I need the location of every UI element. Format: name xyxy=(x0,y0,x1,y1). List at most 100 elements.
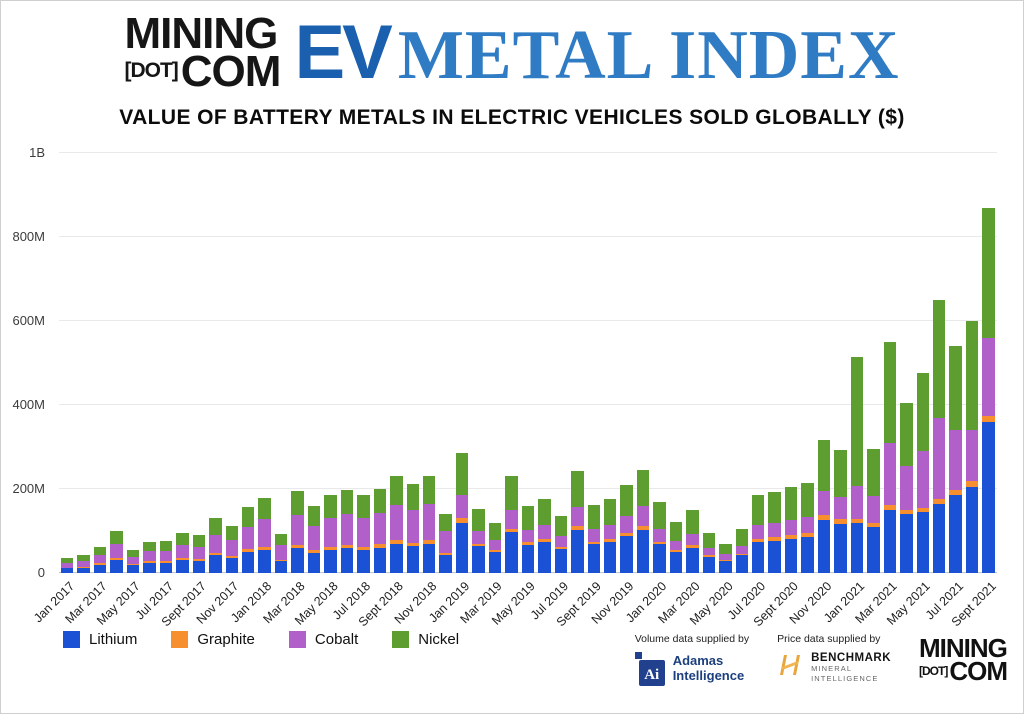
bar-segment-lithium xyxy=(192,560,206,573)
bar-segment-graphite xyxy=(636,525,650,530)
bar-segment-cobalt xyxy=(636,505,650,526)
legend-swatch-nickel xyxy=(392,631,410,648)
bar-jul-2021 xyxy=(949,346,962,573)
bar-sept-2019 xyxy=(587,505,600,573)
bar-segment-nickel xyxy=(455,453,469,496)
bar-segment-cobalt xyxy=(143,550,156,562)
bar-jul-2017 xyxy=(159,541,173,573)
bar-may-2018 xyxy=(324,494,337,573)
legend: Lithium Graphite Cobalt Nickel xyxy=(63,631,459,648)
bar-segment-lithium xyxy=(291,548,304,573)
bar-jan-2021 xyxy=(850,356,864,573)
bar-segment-nickel xyxy=(571,470,584,507)
bar-oct-2018 xyxy=(406,483,419,573)
bar-segment-cobalt xyxy=(439,531,452,553)
bar-feb-2017 xyxy=(77,555,90,573)
bar-segment-nickel xyxy=(472,509,485,532)
bar-segment-lithium xyxy=(521,544,535,573)
bar-segment-lithium xyxy=(77,567,90,573)
bar-segment-lithium xyxy=(455,522,469,573)
bar-segment-cobalt xyxy=(719,554,732,560)
bar-segment-graphite xyxy=(488,549,502,552)
miningcom-logo-dot: [DOT] xyxy=(124,59,178,83)
adamas-name: Adamas Intelligence xyxy=(673,653,745,684)
bar-segment-lithium xyxy=(225,557,238,573)
bar-segment-nickel xyxy=(916,373,930,452)
bar-segment-nickel xyxy=(653,501,666,529)
bar-segment-graphite xyxy=(472,543,485,547)
legend-swatch-lithium xyxy=(63,631,80,648)
bar-may-2017 xyxy=(126,549,140,573)
legend-item-nickel: Nickel xyxy=(392,631,459,648)
bar-segment-lithium xyxy=(143,562,156,573)
bar-segment-cobalt xyxy=(653,528,666,542)
bar-segment-graphite xyxy=(686,545,699,548)
bar-segment-nickel xyxy=(521,505,535,530)
bar-segment-cobalt xyxy=(735,545,749,554)
bar-segment-nickel xyxy=(77,555,90,561)
bar-segment-nickel xyxy=(357,494,370,518)
bar-segment-graphite xyxy=(900,510,913,515)
bar-segment-lithium xyxy=(176,560,189,573)
bar-jul-2018 xyxy=(357,494,370,573)
bar-segment-cobalt xyxy=(883,442,897,505)
bar-sept-2020 xyxy=(784,486,798,573)
legend-item-cobalt: Cobalt xyxy=(288,631,358,648)
bar-segment-lithium xyxy=(488,552,502,573)
miningcom-logo: MINING [DOT] COM xyxy=(124,11,281,93)
bar-segment-nickel xyxy=(225,526,238,541)
bar-segment-nickel xyxy=(176,533,189,546)
bar-segment-cobalt xyxy=(93,554,107,564)
bar-segment-graphite xyxy=(61,567,74,569)
bar-segment-nickel xyxy=(784,486,798,520)
bar-segment-nickel xyxy=(735,529,749,546)
bar-segment-cobalt xyxy=(752,525,765,540)
bar-segment-graphite xyxy=(422,539,436,544)
legend-label-graphite: Graphite xyxy=(197,631,255,648)
y-tick-label: 200M xyxy=(12,481,45,496)
bar-segment-lithium xyxy=(357,549,370,573)
bar-segment-nickel xyxy=(93,546,107,555)
bar-segment-lithium xyxy=(916,512,930,573)
bars xyxy=(59,153,997,573)
bar-segment-nickel xyxy=(307,505,321,526)
bar-segment-graphite xyxy=(554,547,568,550)
bar-segment-nickel xyxy=(291,490,304,515)
bar-segment-lithium xyxy=(817,520,831,573)
bar-segment-graphite xyxy=(126,564,140,566)
bar-segment-lithium xyxy=(834,523,847,573)
bar-segment-graphite xyxy=(439,552,452,556)
bar-segment-nickel xyxy=(390,476,403,505)
miningcom-footer-line1: MINING xyxy=(919,633,1008,663)
bar-segment-lithium xyxy=(603,541,617,573)
bar-segment-lithium xyxy=(949,495,962,573)
bar-jan-2020 xyxy=(653,501,666,573)
bar-segment-nickel xyxy=(982,207,995,338)
bar-segment-graphite xyxy=(225,555,238,558)
bar-segment-cobalt xyxy=(587,528,600,542)
bar-segment-cobalt xyxy=(603,525,617,540)
bar-apr-2021 xyxy=(900,402,913,573)
bar-dec-2018 xyxy=(439,514,452,573)
bar-segment-nickel xyxy=(965,321,979,431)
bar-segment-lithium xyxy=(784,538,798,573)
chart: 1B 800M 600M 400M 200M 0 Jan 2017 Mar 2017 May … xyxy=(1,143,1023,643)
adamas-tick-icon xyxy=(634,652,642,659)
benchmark-name: BENCHMARK MINERAL INTELLIGENCE xyxy=(811,652,891,684)
bar-segment-cobalt xyxy=(472,531,485,544)
bar-segment-cobalt xyxy=(571,506,584,527)
bar-segment-lithium xyxy=(982,421,995,573)
bar-segment-lithium xyxy=(850,523,864,573)
bar-segment-lithium xyxy=(900,514,913,573)
bar-segment-cobalt xyxy=(669,541,683,551)
bar-segment-cobalt xyxy=(126,556,140,565)
bar-segment-nickel xyxy=(801,483,814,517)
bar-jun-2018 xyxy=(340,489,354,573)
bar-apr-2018 xyxy=(307,505,321,573)
bar-segment-cobalt xyxy=(982,337,995,416)
bar-segment-cobalt xyxy=(505,510,518,529)
bar-segment-graphite xyxy=(505,528,518,533)
adamas-icon: Ai xyxy=(634,652,665,686)
bar-feb-2021 xyxy=(867,448,880,573)
bar-segment-nickel xyxy=(505,476,518,511)
